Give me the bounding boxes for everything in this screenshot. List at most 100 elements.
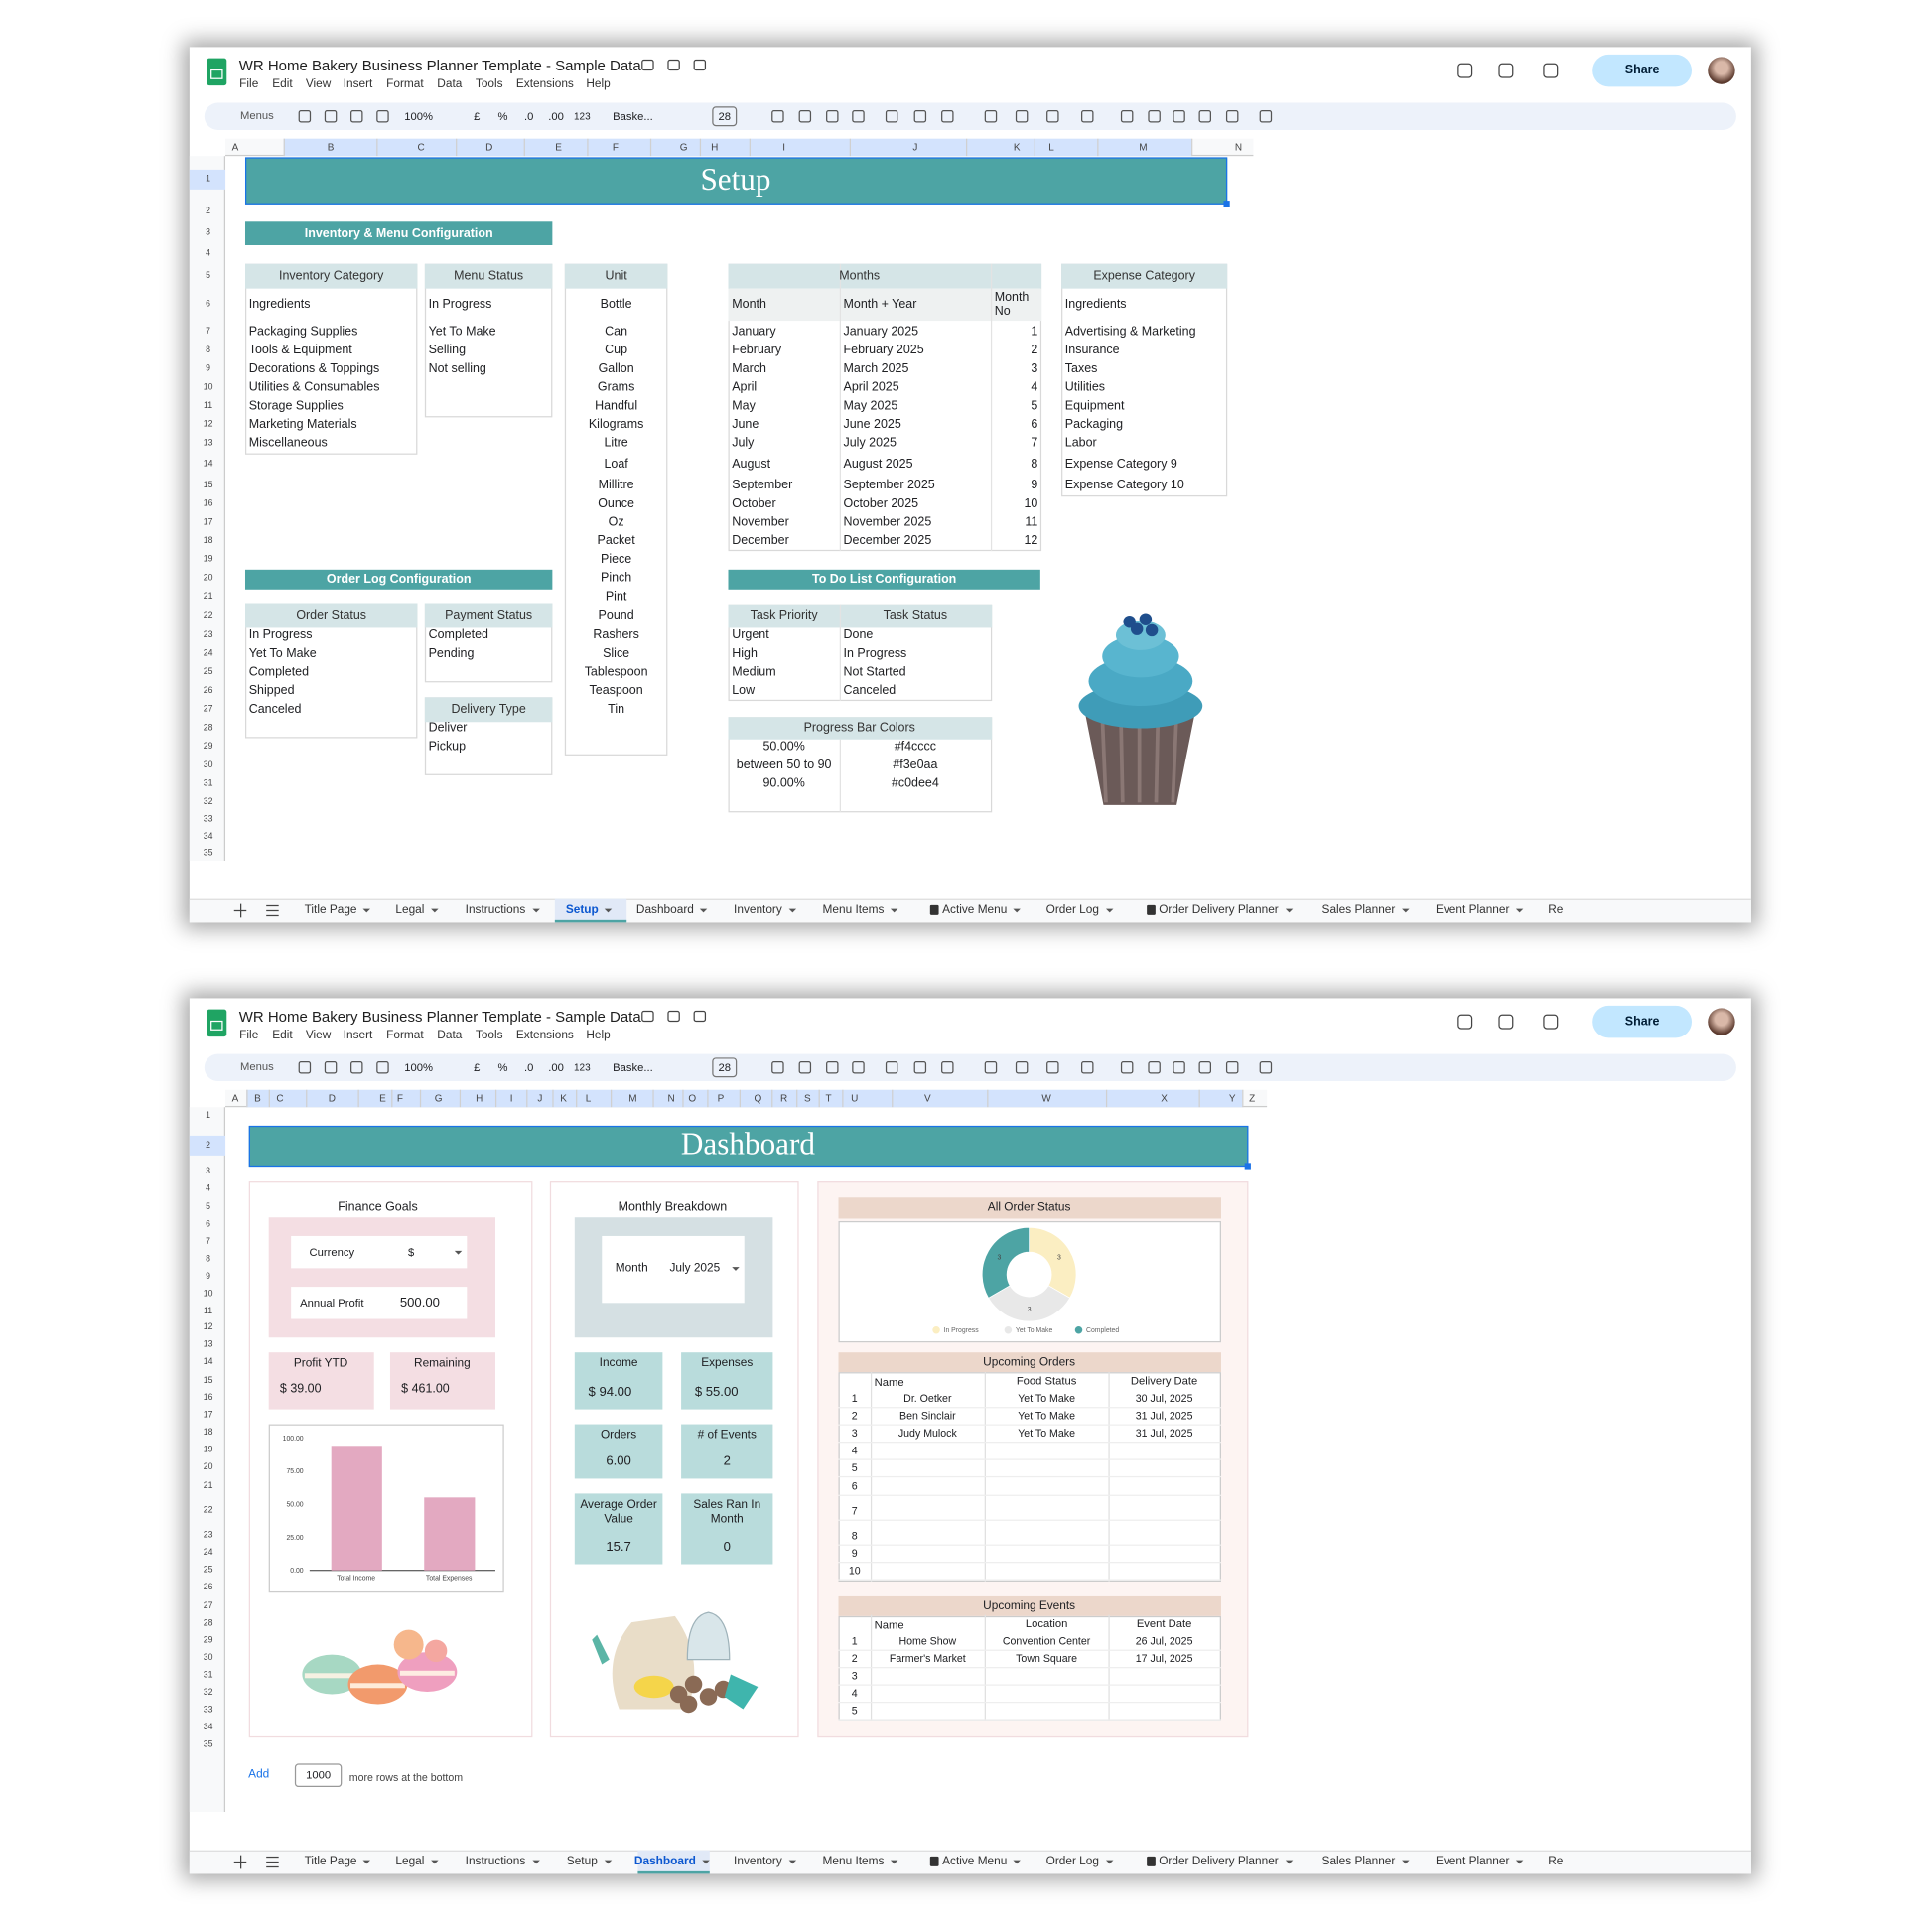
header-icon[interactable] [1457,63,1473,78]
menu-item[interactable]: Extensions [515,76,574,91]
sheet-tab[interactable]: Re [1548,1855,1564,1868]
toolbar-icon[interactable] [350,1061,363,1074]
toolbar-format[interactable]: 123 [573,110,591,122]
sheet-tab[interactable]: Legal [395,1855,425,1868]
toolbar-icon[interactable] [771,110,784,123]
sheet-tab[interactable]: Legal [395,903,425,917]
toolbar-icon[interactable] [1148,1061,1161,1074]
header-icon[interactable] [1498,1014,1514,1030]
share-button[interactable] [1592,54,1693,87]
menu-item[interactable]: View [305,76,332,91]
add-rows-button[interactable]: Add [248,1767,270,1782]
toolbar-icon[interactable] [1015,110,1029,123]
toolbar-icon[interactable] [1259,110,1273,123]
toolbar-icon[interactable] [1225,110,1239,123]
toolbar-decimal-more[interactable]: .00 [548,1061,564,1074]
sheet-tab[interactable]: Active Menu [942,1855,1008,1868]
sheet-tab[interactable]: Setup [566,1855,598,1868]
sheet-tab[interactable]: Sales Planner [1321,1855,1396,1868]
toolbar-format[interactable]: 123 [573,1061,591,1073]
header-icon[interactable] [1457,1014,1473,1030]
menu-item[interactable]: Insert [343,1028,373,1042]
menu-item[interactable]: Help [586,1028,611,1042]
toolbar-percent[interactable]: % [497,110,508,123]
sheet-tab[interactable]: Order Delivery Planner [1159,1855,1279,1868]
toolbar-icon[interactable] [941,1061,954,1074]
toolbar-icon[interactable] [324,110,338,123]
sheet-tab[interactable]: Event Planner [1435,903,1510,917]
sheet-tab[interactable]: Re [1548,903,1564,917]
toolbar-icon[interactable] [1120,1061,1134,1074]
menu-item[interactable]: Insert [343,76,373,91]
toolbar-icon[interactable] [771,1061,784,1074]
menu-item[interactable]: Help [586,76,611,91]
sheet-tab[interactable]: Order Log [1045,903,1099,917]
toolbar-icon[interactable] [350,110,363,123]
toolbar-icon[interactable] [1173,1061,1185,1074]
sheet-tab[interactable]: Active Menu [942,903,1008,917]
toolbar-font[interactable]: Baske... [613,1061,653,1074]
toolbar-currency[interactable]: £ [474,110,481,123]
toolbar-icon[interactable] [885,1061,898,1074]
toolbar-icon[interactable] [913,110,927,123]
sheet-tab[interactable]: Title Page [304,1855,357,1868]
sheet-tab[interactable]: Inventory [734,1855,782,1868]
sheet-tab[interactable]: Instructions [465,1855,526,1868]
toolbar-decimal-less[interactable]: .0 [523,110,534,123]
add-rows-count-box[interactable] [294,1763,343,1788]
toolbar-icon[interactable] [376,110,389,123]
sheet-tab[interactable]: Title Page [304,903,357,917]
toolbar-icon[interactable] [1198,110,1211,123]
toolbar-search[interactable]: Menus [240,108,274,122]
toolbar-icon[interactable] [1225,1061,1239,1074]
toolbar-icon[interactable] [1081,110,1094,123]
toolbar-icon[interactable] [376,1061,389,1074]
menu-item[interactable]: View [305,1028,332,1042]
input-field[interactable] [291,1287,468,1319]
menu-item[interactable]: Edit [272,76,293,91]
toolbar-icon[interactable] [1120,110,1134,123]
toolbar-icon[interactable] [941,110,954,123]
toolbar-percent[interactable]: % [497,1061,508,1074]
toolbar-zoom[interactable]: 100% [404,110,433,123]
menu-item[interactable]: Edit [272,1028,293,1042]
toolbar-icon[interactable] [324,1061,338,1074]
menu-item[interactable]: Tools [475,76,503,91]
toolbar-zoom[interactable]: 100% [404,1061,433,1074]
sheet-tab[interactable]: Order Log [1045,1855,1099,1868]
toolbar-icon[interactable] [1148,110,1161,123]
toolbar-icon[interactable] [298,1061,312,1074]
sheet-tab[interactable]: Sales Planner [1321,903,1396,917]
toolbar-font-size[interactable]: 28 [718,1061,731,1074]
toolbar-icon[interactable] [798,1061,812,1074]
toolbar-decimal-more[interactable]: .00 [548,110,564,123]
toolbar-font[interactable]: Baske... [613,110,653,123]
sheet-tab[interactable]: Order Delivery Planner [1159,903,1279,917]
toolbar-icon[interactable] [1173,110,1185,123]
menu-item[interactable]: File [239,76,259,91]
menu-item[interactable]: Format [386,1028,424,1042]
sheet-tab[interactable]: Instructions [465,903,526,917]
toolbar-icon[interactable] [1046,1061,1059,1074]
toolbar-icon[interactable] [852,1061,865,1074]
toolbar-icon[interactable] [984,1061,998,1074]
sheet-tab[interactable]: Menu Items [822,1855,885,1868]
sheet-tab[interactable]: Dashboard [635,903,694,917]
toolbar-icon[interactable] [826,110,839,123]
sheet-tab[interactable]: Inventory [734,903,782,917]
input-field[interactable] [291,1235,468,1269]
toolbar-icon[interactable] [826,1061,839,1074]
header-icon[interactable] [1543,1014,1559,1030]
toolbar-icon[interactable] [1259,1061,1273,1074]
toolbar-icon[interactable] [913,1061,927,1074]
active-tab[interactable] [554,898,627,923]
share-button[interactable] [1592,1005,1693,1038]
toolbar-icon[interactable] [298,110,312,123]
toolbar-font-size[interactable]: 28 [718,110,731,123]
active-tab[interactable] [637,1850,710,1874]
toolbar-decimal-less[interactable]: .0 [523,1061,534,1074]
toolbar-currency[interactable]: £ [474,1061,481,1074]
menu-item[interactable]: Extensions [515,1028,574,1042]
toolbar-icon[interactable] [1198,1061,1211,1074]
sheet-tab[interactable]: Dashboard [633,1855,696,1868]
